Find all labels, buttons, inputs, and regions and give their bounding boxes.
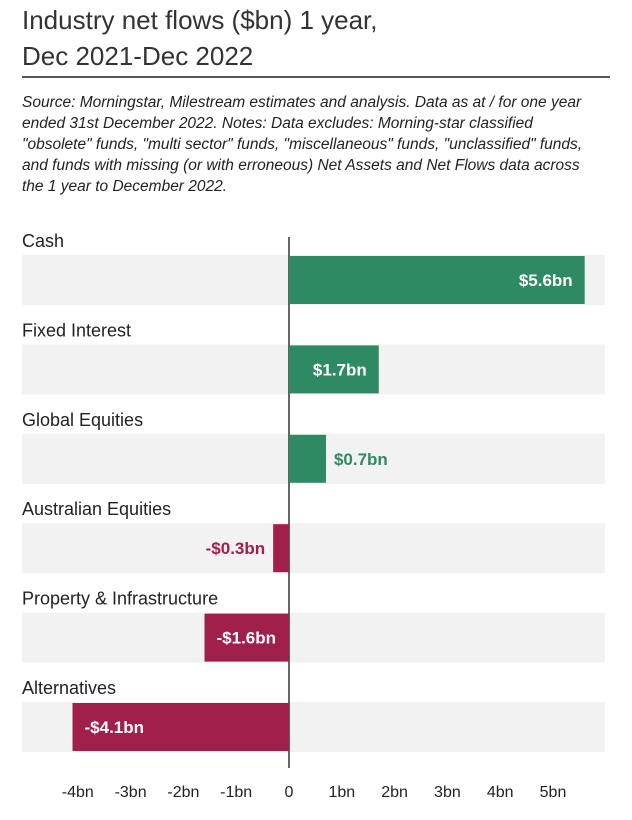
row-band	[22, 612, 605, 663]
x-tick-label: 3bn	[434, 784, 461, 801]
category-label: Cash	[22, 231, 64, 251]
x-tick-label: -3bn	[115, 784, 147, 801]
chart-title: Industry net flows ($bn) 1 year, Dec 202…	[22, 2, 612, 74]
bar	[289, 434, 326, 483]
x-tick-label: 5bn	[540, 784, 567, 801]
source-note: Source: Morningstar, Milestream estimate…	[22, 94, 583, 195]
x-tick-label: -2bn	[167, 784, 199, 801]
data-label: -$0.3bn	[206, 539, 266, 558]
category-label: Australian Equities	[22, 499, 171, 519]
x-tick-label: 4bn	[487, 784, 514, 801]
bar	[72, 703, 290, 751]
bar	[204, 613, 289, 662]
x-tick-label: 0	[285, 784, 294, 801]
bar	[289, 345, 379, 394]
category-label: Global Equities	[22, 410, 143, 430]
title-line-2: Dec 2021-Dec 2022	[22, 41, 254, 71]
x-tick-label: -4bn	[62, 784, 94, 801]
data-label: $5.6bn	[519, 271, 573, 290]
category-label: Fixed Interest	[22, 320, 131, 340]
category-label: Alternatives	[22, 678, 116, 698]
x-tick-label: 2bn	[381, 784, 408, 801]
data-label: $0.7bn	[334, 450, 388, 469]
x-tick-label: -1bn	[220, 784, 252, 801]
bar	[273, 524, 289, 573]
bar	[289, 256, 585, 304]
data-label: -$4.1bn	[85, 718, 145, 737]
title-divider	[22, 76, 610, 78]
category-label: Property & Infrastructure	[22, 589, 218, 609]
title-line-1: Industry net flows ($bn) 1 year,	[22, 5, 378, 35]
x-tick-label: 1bn	[328, 784, 355, 801]
data-label: -$1.6bn	[217, 629, 277, 648]
row-band	[22, 523, 605, 574]
data-label: $1.7bn	[313, 360, 367, 379]
